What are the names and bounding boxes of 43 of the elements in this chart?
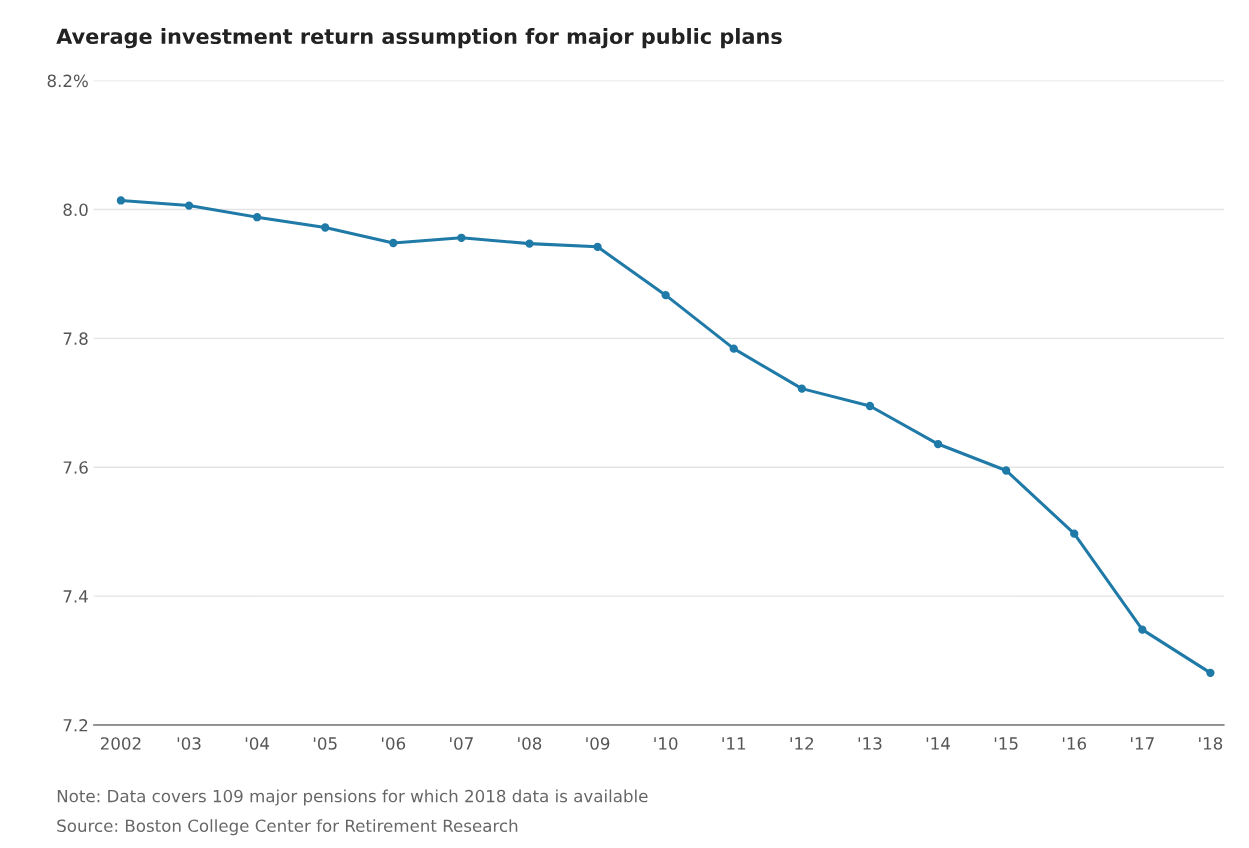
x-tick-label: '14 — [926, 737, 950, 750]
x-tick-label: '09 — [586, 737, 610, 750]
point — [1070, 529, 1079, 538]
text: Note: Data covers 109 major pensions for which 2018 data is available — [57, 789, 648, 806]
x-tick-label: '16 — [1062, 737, 1087, 750]
point — [184, 201, 194, 210]
point — [1001, 466, 1011, 475]
y-tick-label: 7.8 — [63, 332, 88, 345]
point — [457, 233, 466, 242]
x-tick-label: '17 — [1131, 737, 1154, 750]
point — [116, 196, 126, 205]
y-tick-label: 7.6 — [63, 461, 88, 474]
x-tick-label: '04 — [245, 737, 270, 750]
point — [1206, 668, 1215, 677]
x-tick-label: '18 — [1199, 737, 1223, 750]
point — [729, 344, 738, 353]
x-tick-label: '10 — [654, 737, 678, 750]
point — [252, 213, 262, 222]
x-tick-label: '12 — [790, 737, 814, 750]
x-tick-label: '08 — [518, 737, 542, 750]
point — [933, 439, 943, 449]
x-tick-label: '15 — [994, 737, 1018, 750]
y-tick-label: 7.2 — [63, 719, 88, 732]
point — [389, 238, 398, 248]
point — [525, 239, 534, 248]
x-tick-label: '03 — [177, 737, 201, 750]
x-tick-label: '07 — [450, 737, 473, 750]
x-tick-label: '06 — [381, 737, 406, 750]
x-tick-label: '13 — [858, 737, 882, 750]
x-tick-label: 2002 — [100, 737, 141, 750]
chart-title: Average investment return assumption for major public plans — [56, 28, 782, 49]
y-tick-label: 7.4 — [63, 590, 88, 603]
source-note: Source: Boston College Center for Retirement Research — [57, 819, 518, 836]
point — [593, 242, 602, 251]
point — [321, 223, 330, 232]
y-tick-label: 8.2% — [47, 74, 88, 88]
y-tick-label: 8.0 — [63, 203, 88, 217]
x-tick-label: '05 — [313, 737, 337, 750]
x-tick-label: '11 — [722, 737, 746, 750]
point — [865, 401, 875, 411]
point — [661, 291, 670, 300]
point — [1138, 625, 1147, 634]
point — [797, 384, 807, 393]
